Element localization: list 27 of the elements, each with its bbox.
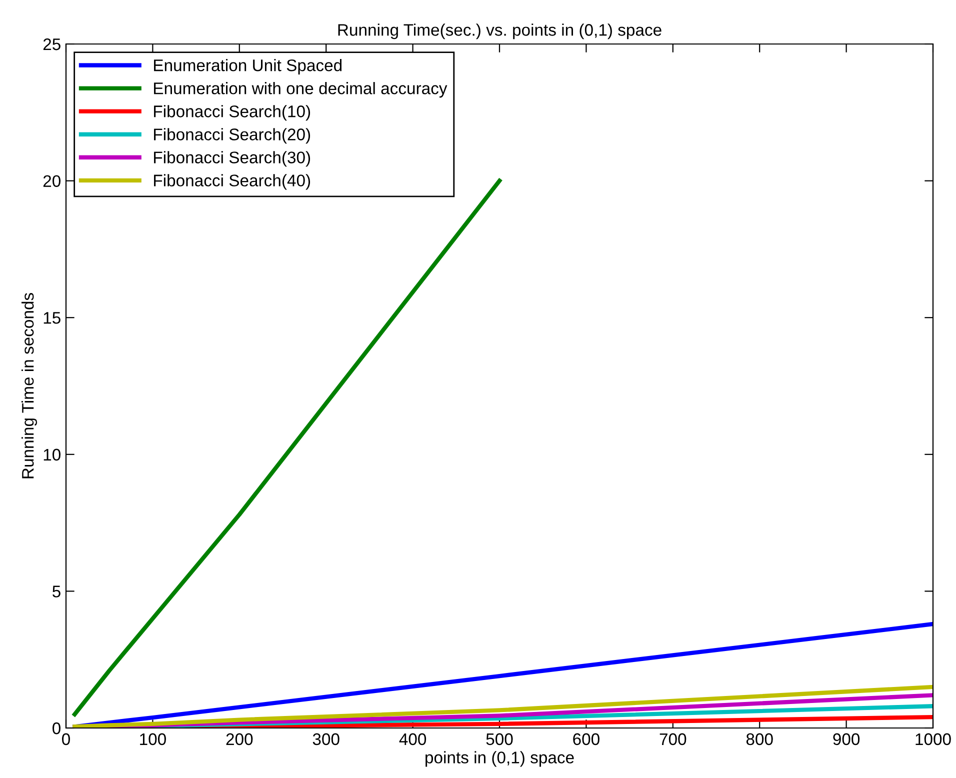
legend-label: Fibonacci Search(10) (154, 105, 310, 121)
y-tick-label: 25 (43, 38, 60, 50)
y-axis-title: Running Time in seconds (22, 293, 38, 478)
x-axis-title: points in (0,1) space (426, 751, 574, 767)
x-tick-label: 100 (140, 733, 166, 746)
y-tick-label: 5 (52, 586, 60, 598)
x-tick-label: 400 (399, 733, 426, 746)
chart-title: Running Time(sec.) vs. points in (0,1) space (338, 24, 662, 40)
y-tick-label: 0 (52, 722, 60, 734)
x-tick-label: 700 (660, 733, 686, 746)
x-tick-label: 900 (833, 733, 860, 746)
y-tick-label: 10 (44, 448, 60, 461)
line-series (72, 684, 933, 728)
x-tick-label: 300 (312, 733, 340, 746)
x-tick-label: 800 (746, 733, 773, 746)
legend-label: Fibonacci Search(20) (154, 128, 310, 144)
x-tick-label: 0 (62, 733, 70, 746)
legend-label: Fibonacci Search(30) (154, 151, 310, 167)
x-tick-label: 500 (486, 733, 513, 746)
legend-label: Enumeration with one decimal accuracy (154, 82, 448, 98)
x-tick-label: 600 (573, 733, 600, 746)
x-tick-label: 1000 (916, 733, 951, 746)
x-tick-label: 200 (226, 733, 253, 746)
y-tick-label: 15 (44, 312, 60, 324)
y-tick-label: 20 (43, 175, 60, 188)
legend-label: Fibonacci Search(40) (154, 174, 310, 190)
legend-label: Enumeration Unit Spaced (154, 59, 342, 75)
